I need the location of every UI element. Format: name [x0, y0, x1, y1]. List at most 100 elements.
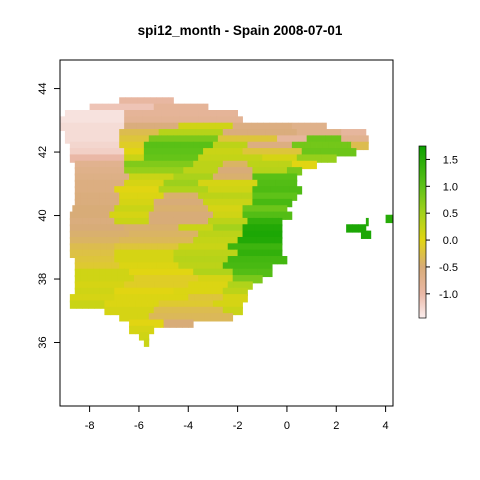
heatmap-cell	[138, 294, 146, 303]
heatmap-cell	[104, 300, 111, 309]
heatmap-cell	[191, 287, 199, 297]
heatmap-cell	[60, 122, 67, 132]
heatmap-cell	[182, 294, 189, 303]
heatmap-cell	[187, 148, 194, 157]
heatmap-cell	[221, 122, 229, 132]
heatmap-cell	[283, 135, 290, 144]
heatmap-cell	[242, 148, 250, 157]
heatmap-cell	[179, 217, 187, 227]
heatmap-cell	[273, 211, 280, 220]
heatmap-cell	[105, 179, 113, 189]
heatmap-cell	[173, 167, 181, 176]
heatmap-cell	[198, 275, 205, 284]
heatmap-cell	[74, 160, 82, 170]
heatmap-cell	[148, 281, 156, 290]
heatmap-cell	[94, 300, 102, 309]
heatmap-cell	[222, 230, 230, 239]
heatmap-cell	[185, 313, 193, 322]
heatmap-cell	[99, 281, 107, 290]
heatmap-cell	[80, 167, 88, 176]
heatmap-cell	[204, 217, 209, 227]
heatmap-cell	[156, 236, 163, 246]
heatmap-cell	[147, 319, 155, 328]
heatmap-cell	[351, 148, 357, 157]
heatmap-cell	[115, 211, 123, 220]
heatmap-cell	[159, 306, 167, 316]
heatmap-cell	[277, 173, 284, 182]
heatmap-cell	[161, 116, 168, 125]
y-tick-label: 36	[37, 336, 49, 348]
heatmap-cell	[161, 281, 168, 290]
heatmap-cell	[131, 262, 139, 271]
heatmap-cell	[353, 135, 361, 144]
heatmap-cell	[254, 135, 262, 144]
heatmap-cell	[190, 243, 198, 252]
heatmap-cell	[285, 148, 293, 157]
heatmap-cell	[132, 256, 140, 265]
heatmap-cell	[145, 186, 152, 195]
heatmap-cell	[238, 122, 246, 132]
heatmap-cell	[272, 129, 279, 138]
heatmap-cell	[173, 110, 181, 119]
heatmap-cell	[161, 224, 168, 233]
heatmap-cell	[204, 256, 211, 265]
heatmap-cell	[346, 224, 353, 233]
heatmap-cell	[156, 129, 160, 138]
heatmap-cell	[129, 325, 136, 335]
heatmap-cell	[228, 262, 236, 271]
heatmap-cell	[347, 129, 354, 138]
heatmap-cell	[191, 110, 199, 119]
heatmap-cell	[82, 148, 89, 157]
heatmap-cell	[69, 148, 77, 157]
heatmap-cell	[247, 154, 255, 163]
heatmap-cell	[251, 186, 253, 195]
heatmap-cell	[188, 294, 195, 303]
heatmap-cell	[185, 116, 193, 125]
heatmap-cell	[126, 205, 134, 214]
heatmap-cell	[131, 97, 139, 106]
heatmap-cell	[150, 97, 157, 106]
heatmap-cell	[147, 268, 155, 278]
heatmap-cell	[136, 122, 144, 132]
heatmap-cell	[82, 211, 89, 220]
heatmap-cell	[291, 148, 299, 157]
heatmap-cell	[196, 306, 204, 316]
heatmap-cell	[241, 179, 248, 189]
heatmap-cell	[272, 141, 279, 151]
heatmap-cell	[136, 110, 144, 119]
heatmap-cell	[262, 154, 269, 163]
heatmap-cell	[156, 141, 163, 151]
heatmap-cell	[129, 173, 136, 182]
heatmap-cell	[93, 198, 100, 208]
heatmap-cell	[89, 135, 97, 144]
heatmap-cell	[177, 186, 184, 195]
heatmap-cell	[248, 224, 256, 233]
heatmap-cell	[204, 275, 211, 284]
heatmap-cell	[161, 217, 168, 227]
heatmap-cell	[168, 236, 176, 246]
heatmap-cell	[153, 230, 161, 239]
heatmap-cell	[211, 160, 219, 170]
heatmap-cell	[184, 205, 192, 214]
heatmap-cell	[216, 275, 224, 284]
heatmap-cell	[232, 268, 240, 278]
heatmap-cell	[80, 173, 88, 182]
heatmap-cell	[80, 179, 88, 189]
heatmap-cell	[119, 135, 126, 144]
heatmap-cell	[164, 186, 172, 195]
chart-title: spi12_month - Spain 2008-07-01	[138, 23, 343, 38]
heatmap-cell	[167, 217, 174, 227]
heatmap-cell	[137, 236, 145, 246]
heatmap-cell	[119, 224, 125, 233]
heatmap-cell	[227, 122, 234, 132]
heatmap-cell	[210, 116, 218, 125]
heatmap-cell	[173, 135, 181, 144]
heatmap-cell	[259, 129, 267, 138]
heatmap-cell	[198, 313, 205, 322]
heatmap-cell	[90, 205, 98, 214]
heatmap-cell	[217, 236, 225, 246]
heatmap-cell	[237, 211, 243, 220]
heatmap-cell	[230, 268, 234, 278]
heatmap-cell	[103, 122, 110, 132]
heatmap-cell	[105, 256, 113, 265]
